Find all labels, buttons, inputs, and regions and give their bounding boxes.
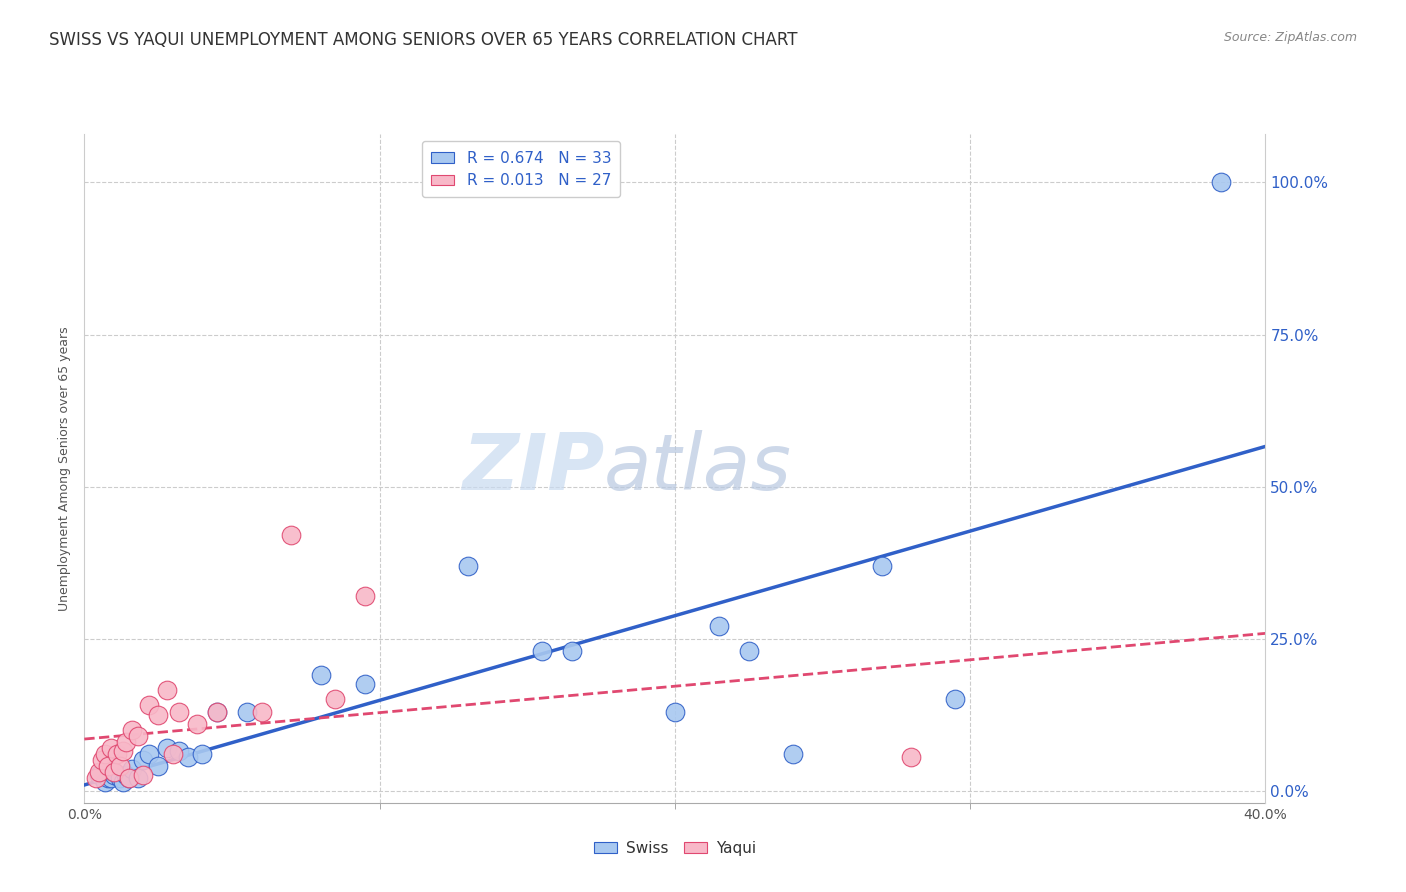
Text: Source: ZipAtlas.com: Source: ZipAtlas.com — [1223, 31, 1357, 45]
Point — [664, 705, 686, 719]
Text: SWISS VS YAQUI UNEMPLOYMENT AMONG SENIORS OVER 65 YEARS CORRELATION CHART: SWISS VS YAQUI UNEMPLOYMENT AMONG SENIOR… — [49, 31, 797, 49]
Point — [354, 589, 377, 603]
Point — [100, 772, 122, 786]
Point — [457, 558, 479, 573]
Text: atlas: atlas — [605, 430, 792, 507]
Point — [530, 644, 553, 658]
Point — [156, 683, 179, 698]
Point — [186, 716, 208, 731]
Point — [84, 772, 107, 786]
Point — [127, 772, 149, 786]
Point — [91, 753, 114, 767]
Point — [100, 741, 122, 756]
Point — [782, 747, 804, 761]
Point — [148, 759, 170, 773]
Point — [560, 644, 583, 658]
Point — [738, 644, 761, 658]
Point — [132, 768, 155, 782]
Point — [111, 744, 134, 758]
Point — [309, 668, 332, 682]
Point — [138, 698, 160, 713]
Point — [121, 723, 143, 737]
Point — [162, 747, 184, 761]
Point — [114, 735, 136, 749]
Point — [205, 705, 228, 719]
Point — [205, 705, 228, 719]
Point — [132, 753, 155, 767]
Point — [121, 762, 143, 776]
Point — [250, 705, 273, 719]
Point — [709, 619, 731, 633]
Point — [108, 772, 131, 786]
Point — [870, 558, 893, 573]
Point — [94, 747, 117, 761]
Point — [1209, 176, 1232, 190]
Legend: Swiss, Yaqui: Swiss, Yaqui — [588, 835, 762, 862]
Point — [94, 774, 117, 789]
Text: ZIP: ZIP — [461, 430, 605, 507]
Point — [103, 765, 125, 780]
Point — [103, 768, 125, 782]
Point — [156, 741, 179, 756]
Point — [354, 677, 377, 691]
Point — [89, 768, 111, 782]
Point — [105, 747, 128, 761]
Point — [118, 772, 141, 786]
Y-axis label: Unemployment Among Seniors over 65 years: Unemployment Among Seniors over 65 years — [58, 326, 72, 611]
Point — [118, 772, 141, 786]
Point — [167, 705, 190, 719]
Point — [138, 747, 160, 761]
Point — [127, 729, 149, 743]
Point — [945, 692, 967, 706]
Point — [148, 707, 170, 722]
Point — [167, 744, 190, 758]
Point — [191, 747, 214, 761]
Point — [236, 705, 259, 719]
Point — [103, 765, 125, 780]
Point — [900, 750, 922, 764]
Point — [323, 692, 347, 706]
Point — [89, 765, 111, 780]
Point — [108, 759, 131, 773]
Point — [97, 772, 120, 786]
Point — [114, 768, 136, 782]
Point — [97, 759, 120, 773]
Point — [111, 774, 134, 789]
Point — [177, 750, 200, 764]
Point — [280, 528, 302, 542]
